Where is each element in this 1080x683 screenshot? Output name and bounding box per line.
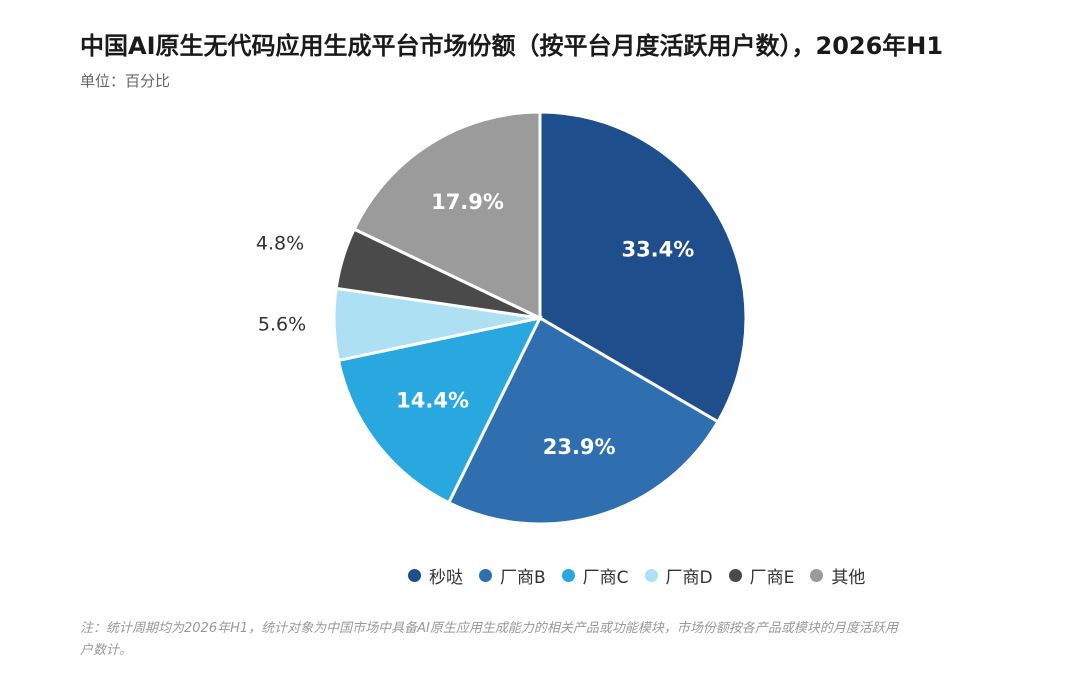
- chart-title: 中国AI原生无代码应用生成平台市场份额（按平台月度活跃用户数），2026年H1: [80, 32, 944, 60]
- legend-item-1: 秒哒: [408, 563, 463, 588]
- legend-label-6: 其他: [831, 568, 866, 588]
- slice-label-5: 4.8%: [256, 233, 304, 255]
- slice-label-6: 17.9%: [431, 190, 504, 214]
- slice-label-1: 33.4%: [621, 237, 694, 261]
- legend: 秒哒 厂商B 厂商C 厂商D 厂商E 其他: [408, 563, 881, 588]
- legend-label-2: 厂商B: [500, 568, 546, 588]
- slice-label-3: 14.4%: [396, 388, 469, 412]
- pie-slice-3: [336, 315, 543, 505]
- legend-swatch-5: [728, 569, 742, 582]
- legend-swatch-4: [644, 569, 658, 582]
- legend-item-3: 厂商C: [561, 563, 629, 588]
- slice-label-4: 5.6%: [258, 314, 306, 336]
- footnote: 注：统计周期均为2026年H1，统计对象为中国市场中具备AI原生应用生成能力的相…: [80, 621, 898, 658]
- legend-item-2: 厂商B: [479, 563, 546, 588]
- legend-item-5: 厂商E: [728, 563, 795, 588]
- legend-swatch-6: [810, 569, 824, 582]
- slice-label-2: 23.9%: [543, 435, 616, 459]
- legend-item-6: 其他: [810, 563, 865, 588]
- legend-swatch-2: [479, 569, 492, 582]
- unit-label: 单位：百分比: [80, 72, 171, 90]
- legend-label-5: 厂商E: [749, 568, 795, 588]
- legend-label-4: 厂商D: [665, 568, 713, 588]
- legend-item-4: 厂商D: [644, 563, 713, 588]
- pie-slice-1: [538, 110, 748, 424]
- pie-slice-6: [352, 110, 542, 321]
- legend-swatch-1: [408, 569, 421, 582]
- legend-label-1: 秒哒: [429, 568, 463, 588]
- legend-label-3: 厂商C: [582, 568, 629, 588]
- legend-swatch-3: [561, 569, 575, 582]
